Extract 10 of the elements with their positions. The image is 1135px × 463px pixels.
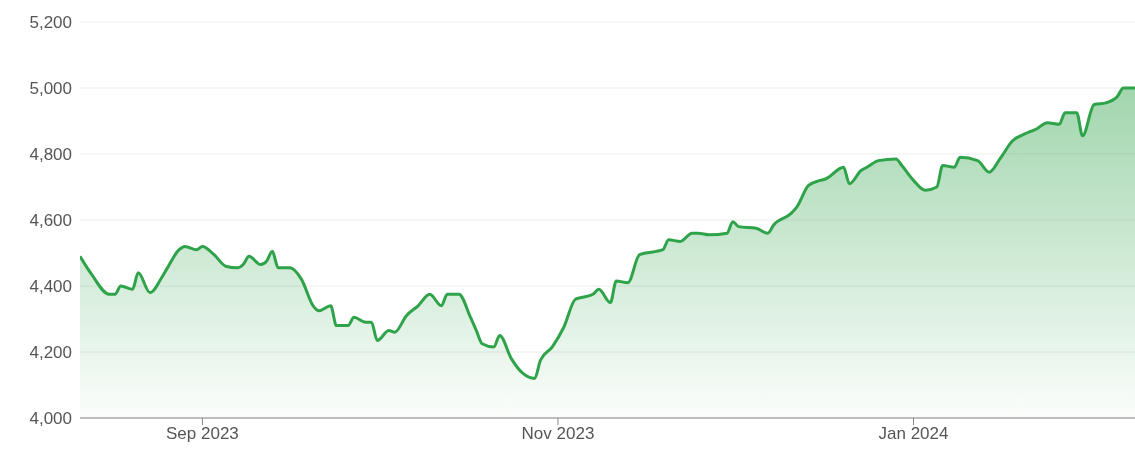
y-tick-label: 4,800 <box>29 145 72 165</box>
y-tick-label: 5,200 <box>29 13 72 33</box>
x-tick-label: Nov 2023 <box>521 424 595 444</box>
y-tick-label: 4,000 <box>29 409 72 429</box>
y-tick-label: 4,600 <box>29 211 72 231</box>
x-tick-label: Jan 2024 <box>878 424 949 444</box>
x-tick-label: Sep 2023 <box>166 424 239 444</box>
y-tick-label: 4,200 <box>29 343 72 363</box>
y-tick-label: 5,000 <box>29 79 72 99</box>
y-tick-label: 4,400 <box>29 277 72 297</box>
